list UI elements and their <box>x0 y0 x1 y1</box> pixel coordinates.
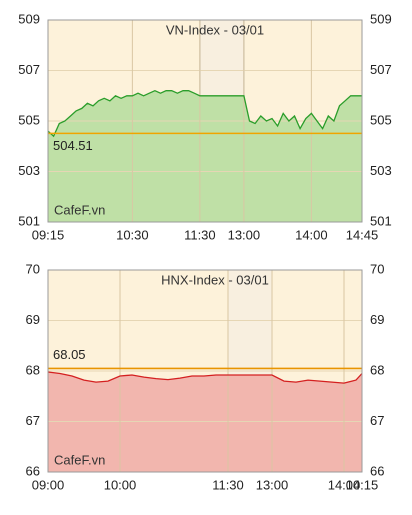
y2-tick-label: 67 <box>370 413 384 428</box>
line <box>47 371 363 384</box>
reference-label: 504.51 <box>53 138 93 153</box>
x-tick-label: 14:00 <box>295 227 328 242</box>
x-tick-label: 11:30 <box>212 477 244 492</box>
y-tick-label: 68 <box>26 362 40 377</box>
y2-tick-label: 507 <box>370 62 392 77</box>
x-tick-label: 11:30 <box>184 227 216 242</box>
plot-frame <box>47 269 363 473</box>
y2-tick-label: 509 <box>370 11 392 26</box>
x-tick-label: 14:45 <box>346 227 379 242</box>
x-tick-label: 10:00 <box>104 477 137 492</box>
x-tick-label: 13:00 <box>256 477 289 492</box>
source-label: CafeF.vn <box>54 202 105 217</box>
y-tick-label: 67 <box>26 413 40 428</box>
y-tick-label: 509 <box>18 11 40 26</box>
area <box>48 90 362 222</box>
y2-tick-label: 501 <box>370 213 392 228</box>
source-label: CafeF.vn <box>54 452 105 467</box>
x-tick-label: 09:00 <box>32 477 65 492</box>
y-tick-label: 507 <box>18 62 40 77</box>
chart-title: HNX-Index - 03/01 <box>161 272 269 287</box>
y2-tick-label: 66 <box>370 463 384 478</box>
y2-tick-label: 68 <box>370 362 384 377</box>
y-tick-label: 66 <box>26 463 40 478</box>
y-tick-label: 70 <box>26 261 40 276</box>
x-tick-label: 13:00 <box>228 227 261 242</box>
x-tick-label: 14:15 <box>346 477 379 492</box>
y2-tick-label: 70 <box>370 261 384 276</box>
x-tick-label: 09:15 <box>32 227 65 242</box>
y-tick-label: 503 <box>18 163 40 178</box>
chart-title: VN-Index - 03/01 <box>166 22 264 37</box>
reference-label: 68.05 <box>53 347 86 362</box>
y2-tick-label: 503 <box>370 163 392 178</box>
plot-frame <box>47 19 363 223</box>
y-tick-label: 69 <box>26 312 40 327</box>
y-tick-label: 505 <box>18 112 40 127</box>
y2-tick-label: 505 <box>370 112 392 127</box>
line <box>47 89 362 138</box>
x-tick-label: 10:30 <box>116 227 149 242</box>
x-tick-label: 14:00 <box>328 477 361 492</box>
y-tick-label: 501 <box>18 213 40 228</box>
y2-tick-label: 69 <box>370 312 384 327</box>
